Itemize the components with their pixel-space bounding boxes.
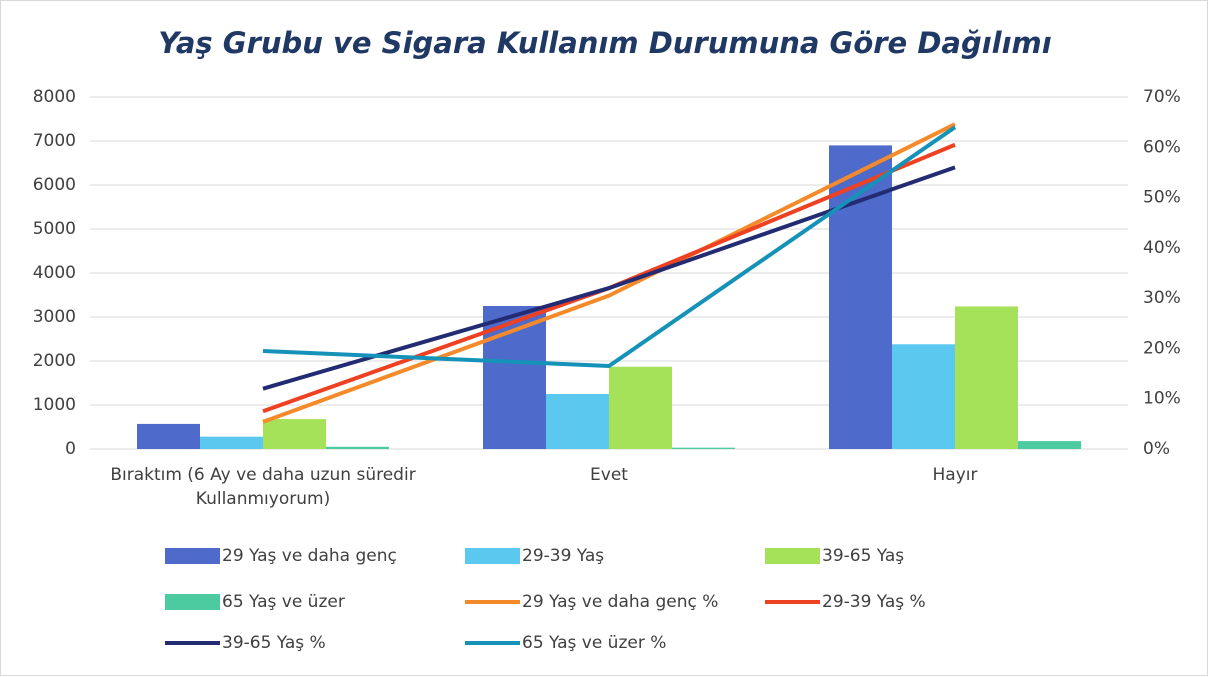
y2-tick-label: 70% [1143,87,1181,107]
x-tick-label-box: Hayır [932,465,978,485]
y2-tick-label: 0% [1143,439,1170,459]
y-tick-label: 6000 [33,175,76,195]
legend-label: 65 Yaş ve üzer % [522,633,666,653]
y2-tick-label: 40% [1143,238,1181,258]
legend-swatch [765,548,820,564]
y-tick-label: 1000 [33,395,76,415]
y2-tick-label: 20% [1143,338,1181,358]
legend-swatch [165,548,220,564]
y2-tick-label: 60% [1143,137,1181,157]
bar [546,394,609,449]
bar [326,446,389,449]
y-tick-label: 2000 [33,351,76,371]
legend-label: 39-65 Yaş % [222,633,326,653]
x-tick-label: Hayır [932,465,978,485]
bar [892,344,955,449]
legend-label: 29-39 Yaş % [822,592,926,612]
bar [200,436,263,449]
legend-label: 39-65 Yaş [822,546,904,566]
bar [672,447,735,449]
y2-tick-label: 30% [1143,288,1181,308]
bar [483,306,546,449]
y-tick-label: 4000 [33,263,76,283]
x-tick-label: Bıraktım (6 Ay ve daha uzun süredir Kull… [110,465,416,509]
legend-swatch [165,594,220,610]
bar [263,419,326,449]
y2-tick-label: 50% [1143,188,1181,208]
y-tick-label: 8000 [33,87,76,107]
legend-swatch [465,548,520,564]
bar [1018,441,1081,449]
bar [829,145,892,449]
x-tick-label-box: Evet [590,465,628,485]
line-series [262,122,956,424]
bar [609,366,672,449]
y-tick-label: 5000 [33,219,76,239]
x-tick-label: Evet [590,465,628,485]
bar [137,423,200,449]
bar [955,306,1018,449]
legend-label: 29 Yaş ve daha genç [222,546,397,566]
legend-label: 29 Yaş ve daha genç % [522,592,718,612]
line-series [262,125,957,369]
legend-label: 65 Yaş ve üzer [222,592,345,612]
x-tick-label-box: Bıraktım (6 Ay ve daha uzun süredir Kull… [110,465,416,509]
legend-label: 29-39 Yaş [522,546,604,566]
chart-title: Yaş Grubu ve Sigara Kullanım Durumuna Gö… [158,26,1051,60]
y-tick-label: 3000 [33,307,76,327]
y-tick-label: 7000 [33,131,76,151]
y2-tick-label: 10% [1143,389,1181,409]
y-tick-label: 0 [65,439,76,459]
